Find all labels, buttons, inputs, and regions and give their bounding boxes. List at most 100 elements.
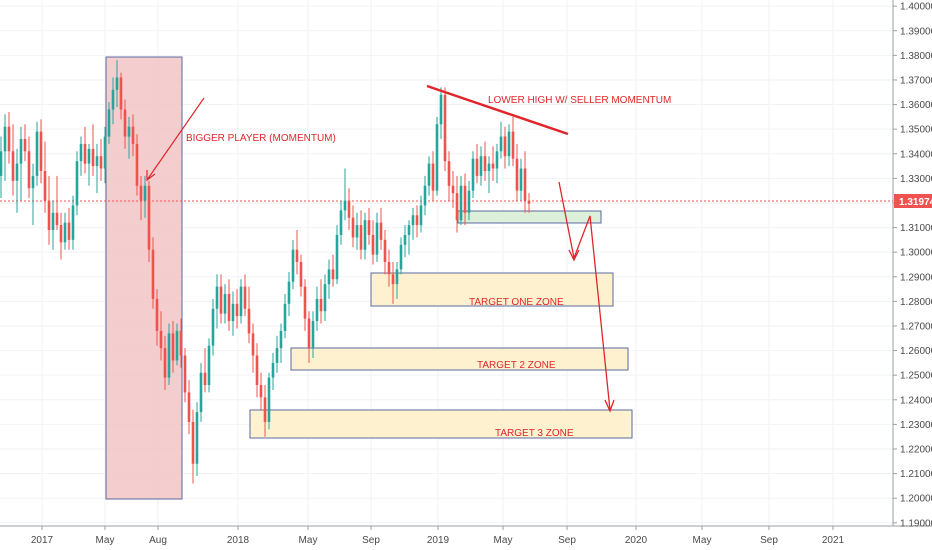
- candle: [323, 274, 327, 322]
- candle-body: [155, 298, 159, 331]
- candle: [435, 116, 439, 196]
- candle-body: [451, 185, 455, 194]
- candle: [295, 230, 299, 275]
- candle: [79, 136, 83, 176]
- candle-body: [247, 308, 251, 334]
- price-axis-labels: 1.40000 1.39000 1.38000 1.37000 1.36000 1.350…: [893, 2, 932, 529]
- candle-body: [267, 377, 271, 422]
- projection-path[interactable]: [558, 181, 611, 411]
- y-tick-label: 1.21000: [900, 469, 932, 480]
- candle-body: [171, 333, 175, 361]
- candle-body: [499, 136, 503, 152]
- candle: [55, 175, 59, 231]
- candle-body: [331, 269, 335, 280]
- x-tick-label: 2019: [427, 535, 450, 546]
- candle-body: [467, 190, 471, 213]
- candle: [111, 77, 115, 125]
- time-axis-labels: 2017 May Aug 2018 May Sep 2019 May Sep 2020 May Sep…: [31, 526, 845, 546]
- candle-body: [99, 156, 103, 169]
- candle: [471, 151, 475, 199]
- candle: [503, 126, 507, 169]
- candle-body: [187, 392, 191, 422]
- momentum-highlight-box[interactable]: [105, 56, 183, 500]
- candle-body: [495, 151, 499, 169]
- candle-body: [255, 355, 259, 386]
- candle-body: [403, 234, 407, 245]
- candle-body: [471, 158, 475, 191]
- candle-body: [395, 269, 399, 285]
- candle-body: [183, 355, 187, 393]
- candle: [191, 409, 195, 484]
- candle: [291, 239, 295, 290]
- candle-body: [463, 185, 467, 213]
- target-three-zone[interactable]: [249, 409, 633, 439]
- target-two-label: TARGET 2 ZONE: [477, 360, 556, 371]
- candle: [211, 298, 215, 356]
- candle-body: [0, 151, 3, 176]
- candle-body: [415, 215, 419, 226]
- candle-body: [87, 148, 91, 164]
- candle: [71, 195, 75, 250]
- candle-body: [435, 124, 439, 191]
- candle: [327, 259, 331, 299]
- y-tick-label: 1.40000: [900, 2, 932, 13]
- target-one-zone[interactable]: [370, 272, 614, 307]
- candle-body: [375, 222, 379, 255]
- x-tick-label: Sep: [362, 535, 380, 546]
- x-tick-label: May: [299, 535, 318, 546]
- candle-body: [455, 193, 459, 221]
- candle: [115, 60, 119, 108]
- y-tick-label: 1.20000: [900, 494, 932, 505]
- candle: [507, 124, 511, 167]
- candle-body: [515, 158, 519, 191]
- x-tick-label: 2021: [822, 535, 845, 546]
- y-tick-label: 1.24000: [900, 395, 932, 406]
- y-tick-label: 1.23000: [900, 420, 932, 431]
- x-tick-label: Aug: [149, 535, 167, 546]
- candle: [143, 175, 147, 218]
- y-tick-label: 1.35000: [900, 125, 932, 136]
- candle: [459, 175, 463, 226]
- candle: [3, 114, 7, 181]
- candle: [395, 262, 399, 299]
- candle: [215, 274, 219, 329]
- candle-body: [479, 156, 483, 176]
- y-tick-label: 1.29000: [900, 272, 932, 283]
- candle-body: [119, 77, 123, 110]
- candle: [183, 348, 187, 403]
- candle-body: [223, 293, 227, 314]
- candle-body: [143, 185, 147, 201]
- candle: [23, 124, 27, 162]
- candle: [163, 335, 167, 390]
- candle-body: [279, 330, 283, 349]
- candle-body: [271, 362, 275, 378]
- candle: [447, 151, 451, 201]
- x-tick-label: 2018: [227, 535, 250, 546]
- bigger-player-label: BIGGER PLAYER (MOMENTUM): [186, 133, 336, 144]
- candle: [399, 237, 403, 275]
- candle: [419, 195, 423, 233]
- candle: [187, 380, 191, 435]
- candle-body: [391, 274, 395, 285]
- candle-body: [411, 215, 415, 226]
- candle-body: [47, 200, 51, 231]
- candle: [483, 141, 487, 181]
- bigger-player-arrow[interactable]: [146, 97, 205, 181]
- candle: [103, 126, 107, 184]
- candle-body: [55, 212, 59, 226]
- candle: [439, 87, 443, 140]
- candle: [519, 158, 523, 201]
- x-tick-label: 2020: [625, 535, 648, 546]
- candle: [175, 323, 179, 366]
- candle-body: [227, 293, 231, 322]
- candle-body: [71, 205, 75, 240]
- candle: [219, 274, 223, 324]
- candle: [231, 291, 235, 336]
- candle-body: [231, 303, 235, 322]
- lower-high-trendline[interactable]: [426, 84, 569, 136]
- target-two-zone[interactable]: [290, 347, 629, 371]
- candle-body: [307, 318, 311, 349]
- candle: [375, 212, 379, 263]
- candle: [39, 119, 43, 184]
